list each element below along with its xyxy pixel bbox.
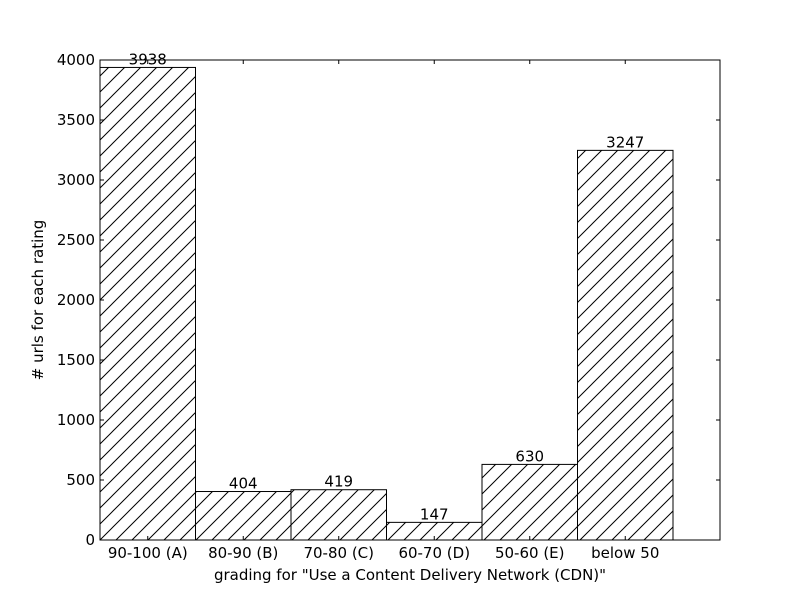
bar	[290, 489, 387, 541]
bar	[577, 149, 674, 541]
data-label: 404	[229, 475, 258, 493]
data-label: 3247	[606, 133, 644, 151]
bar	[99, 66, 196, 541]
data-labels-layer: 3938 404 419 147 630 3247	[129, 50, 645, 523]
x-tick-label: 50-60 (E)	[495, 544, 565, 562]
data-label: 3938	[129, 50, 167, 68]
x-axis: 90-100 (A) 80-90 (B) 70-80 (C) 60-70 (D) 50-…	[108, 60, 659, 562]
bar	[481, 463, 578, 541]
x-tick-label: 80-90 (B)	[208, 544, 278, 562]
x-tick-label: 60-70 (D)	[398, 544, 470, 562]
y-tick-label: 500	[66, 471, 95, 489]
y-tick-label: 4000	[57, 51, 95, 69]
data-label: 419	[324, 473, 353, 491]
bars-layer	[99, 66, 674, 541]
y-axis: 0 500 1000 1500 2000 2500 3000 3500 4000	[57, 51, 720, 549]
y-tick-label: 0	[85, 531, 95, 549]
y-tick-label: 1000	[57, 411, 95, 429]
x-axis-label: grading for "Use a Content Delivery Netw…	[214, 566, 606, 584]
y-tick-label: 1500	[57, 351, 95, 369]
bar	[195, 491, 292, 541]
x-tick-label: 70-80 (C)	[303, 544, 374, 562]
y-tick-label: 2000	[57, 291, 95, 309]
y-tick-label: 3000	[57, 171, 95, 189]
y-tick-label: 2500	[57, 231, 95, 249]
y-axis-label: # urls for each rating	[29, 220, 47, 381]
data-label: 147	[420, 505, 449, 523]
y-tick-label: 3500	[57, 111, 95, 129]
x-tick-label: 90-100 (A)	[108, 544, 188, 562]
data-label: 630	[515, 447, 544, 465]
x-tick-label: below 50	[591, 544, 659, 562]
